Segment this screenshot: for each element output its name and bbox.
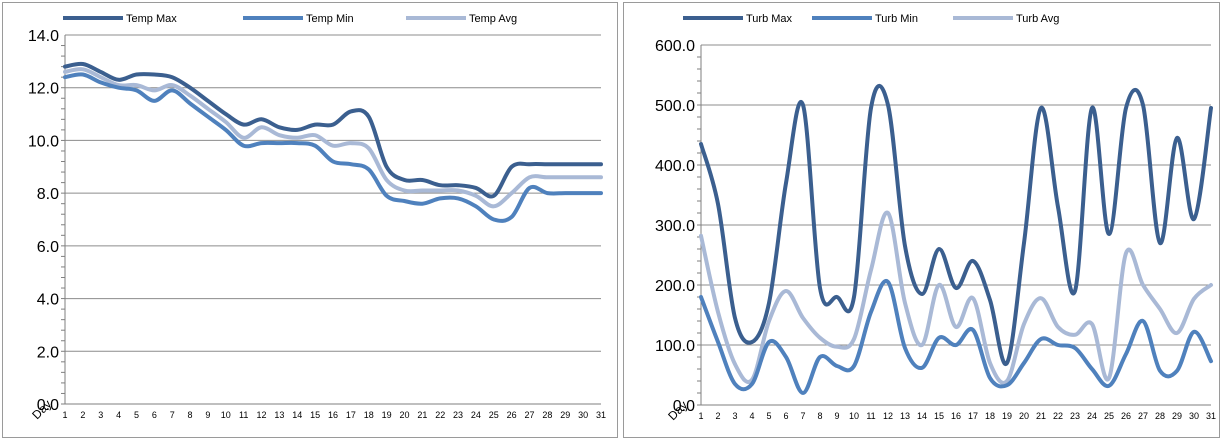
temp-x-tick-label: 3 (98, 410, 103, 420)
turb-x-tick-label: 20 (1019, 411, 1029, 421)
turb-legend-label: Turb Min (875, 13, 918, 25)
temp-x-tick-label: 27 (525, 410, 535, 420)
turb-x-tick-label: 29 (1172, 411, 1182, 421)
turb-x-tick-label: 27 (1138, 411, 1148, 421)
turb-y-tick-label: 400.0 (655, 158, 695, 175)
temp-x-tick-label: 7 (170, 410, 175, 420)
temp-x-tick-label: 21 (417, 410, 427, 420)
temp-x-tick-label: 25 (489, 410, 499, 420)
temp-x-tick-label: 20 (399, 410, 409, 420)
temperature-chart: 0.0 2.0 4.0 6.0 8.0 10.0 12.0 14.0 1 2 3 4 5 6 7 8 9 10 11… (2, 2, 618, 438)
temp-series-temp-min-line (63, 72, 603, 223)
turb-x-tick-label: 30 (1189, 411, 1199, 421)
temp-x-tick-label: 29 (560, 410, 570, 420)
temp-legend-label: Temp Min (306, 13, 354, 25)
turb-x-tick-label: 9 (834, 411, 839, 421)
turb-x-tick-label: 19 (1002, 411, 1012, 421)
turbidity-chart: 0.0 100.0 200.0 300.0 400.0 500.0 600.0 1 2 3 4 5 6 7… (623, 2, 1220, 438)
turb-x-tick-label: 1 (698, 411, 703, 421)
temp-y-tick-label: 2.0 (37, 344, 59, 361)
turb-x-tick-label: 4 (749, 411, 754, 421)
turb-x-tick-label: 26 (1121, 411, 1131, 421)
temp-x-tick-label: 6 (152, 410, 157, 420)
turb-x-tick-label: 23 (1070, 411, 1080, 421)
temp-x-tick-label: 24 (471, 410, 481, 420)
turb-y-tick-label: 0.0 (673, 398, 695, 415)
turb-legend-label: Turb Avg (1016, 13, 1059, 25)
temp-y-tick-label: 14.0 (28, 28, 59, 45)
turb-series-turb-min-line (699, 278, 1213, 395)
temp-y-tick-label: 4.0 (37, 292, 59, 309)
temp-x-tick-label: 12 (257, 410, 267, 420)
temp-legend-label: Temp Max (126, 13, 177, 25)
turb-y-tick-label: 200.0 (655, 278, 695, 295)
turb-x-tick-label: 17 (968, 411, 978, 421)
temp-x-tick-label: 28 (542, 410, 552, 420)
turb-x-tick-label: 10 (849, 411, 859, 421)
temp-x-tick-label: 1 (62, 410, 67, 420)
turb-x-tick-label: 2 (715, 411, 720, 421)
turb-x-tick-label: 21 (1036, 411, 1046, 421)
turb-x-tick-label: 16 (951, 411, 961, 421)
turb-series-turb-avg-line (699, 210, 1213, 385)
temp-x-tick-label: 5 (134, 410, 139, 420)
temp-legend-label: Temp Avg (469, 13, 517, 25)
turb-x-tick-label: 15 (934, 411, 944, 421)
turb-x-tick-label: 25 (1104, 411, 1114, 421)
turb-x-tick-label: 31 (1206, 411, 1216, 421)
temp-x-tick-label: 9 (205, 410, 210, 420)
temp-series-temp-max-line (63, 61, 603, 199)
temp-x-tick-label: 16 (328, 410, 338, 420)
turb-series-turb-max-line (699, 84, 1213, 367)
temp-y-tick-label: 6.0 (37, 239, 59, 256)
turb-x-tick-label: 3 (732, 411, 737, 421)
turb-x-tick-label: 24 (1087, 411, 1097, 421)
temp-y-tick-label: 12.0 (28, 81, 59, 98)
temp-y-tick-label: 8.0 (37, 186, 59, 203)
turb-x-tick-label: 8 (817, 411, 822, 421)
temp-x-tick-label: 10 (221, 410, 231, 420)
temp-x-tick-label: 31 (596, 410, 606, 420)
turb-y-tick-label: 600.0 (655, 38, 695, 55)
turb-x-tick-label: 22 (1053, 411, 1063, 421)
turb-legend-label: Turb Max (746, 13, 793, 25)
temp-x-tick-label: 4 (116, 410, 121, 420)
temp-x-tick-label: 11 (239, 410, 248, 420)
temp-x-tick-label: 22 (435, 410, 445, 420)
temp-x-tick-label: 17 (346, 410, 356, 420)
turb-y-tick-label: 300.0 (655, 218, 695, 235)
turb-x-tick-label: 18 (985, 411, 995, 421)
temp-y-tick-label: 10.0 (28, 133, 59, 150)
temperature-chart-svg: 0.02.04.06.08.010.012.014.01 2 3 4 5 6 7 8 9 10 11… (28, 13, 606, 422)
temp-x-tick-label: 26 (507, 410, 517, 420)
temp-x-tick-label: 2 (80, 410, 85, 420)
temp-x-tick-label: 14 (292, 410, 302, 420)
turb-x-tick-label: 12 (883, 411, 893, 421)
turb-y-tick-label: 500.0 (655, 98, 695, 115)
temp-y-tick-label: 0.0 (37, 397, 59, 414)
temp-x-tick-label: 13 (274, 410, 284, 420)
turb-y-tick-label: 100.0 (655, 338, 695, 355)
temp-x-tick-label: 15 (310, 410, 320, 420)
turb-x-tick-label: 13 (900, 411, 910, 421)
turb-x-tick-label: 14 (917, 411, 927, 421)
temp-x-tick-label: 30 (578, 410, 588, 420)
turb-x-tick-label: 7 (800, 411, 805, 421)
turb-x-tick-label: 5 (766, 411, 771, 421)
temp-x-tick-label: 23 (453, 410, 463, 420)
turb-x-tick-label: 28 (1155, 411, 1165, 421)
temp-series-temp-avg-line (63, 67, 603, 209)
turb-x-tick-label: 11 (866, 411, 875, 421)
temp-x-tick-label: 19 (382, 410, 392, 420)
temp-x-tick-label: 18 (364, 410, 374, 420)
turb-x-tick-label: 6 (783, 411, 788, 421)
temp-x-tick-label: 8 (188, 410, 193, 420)
